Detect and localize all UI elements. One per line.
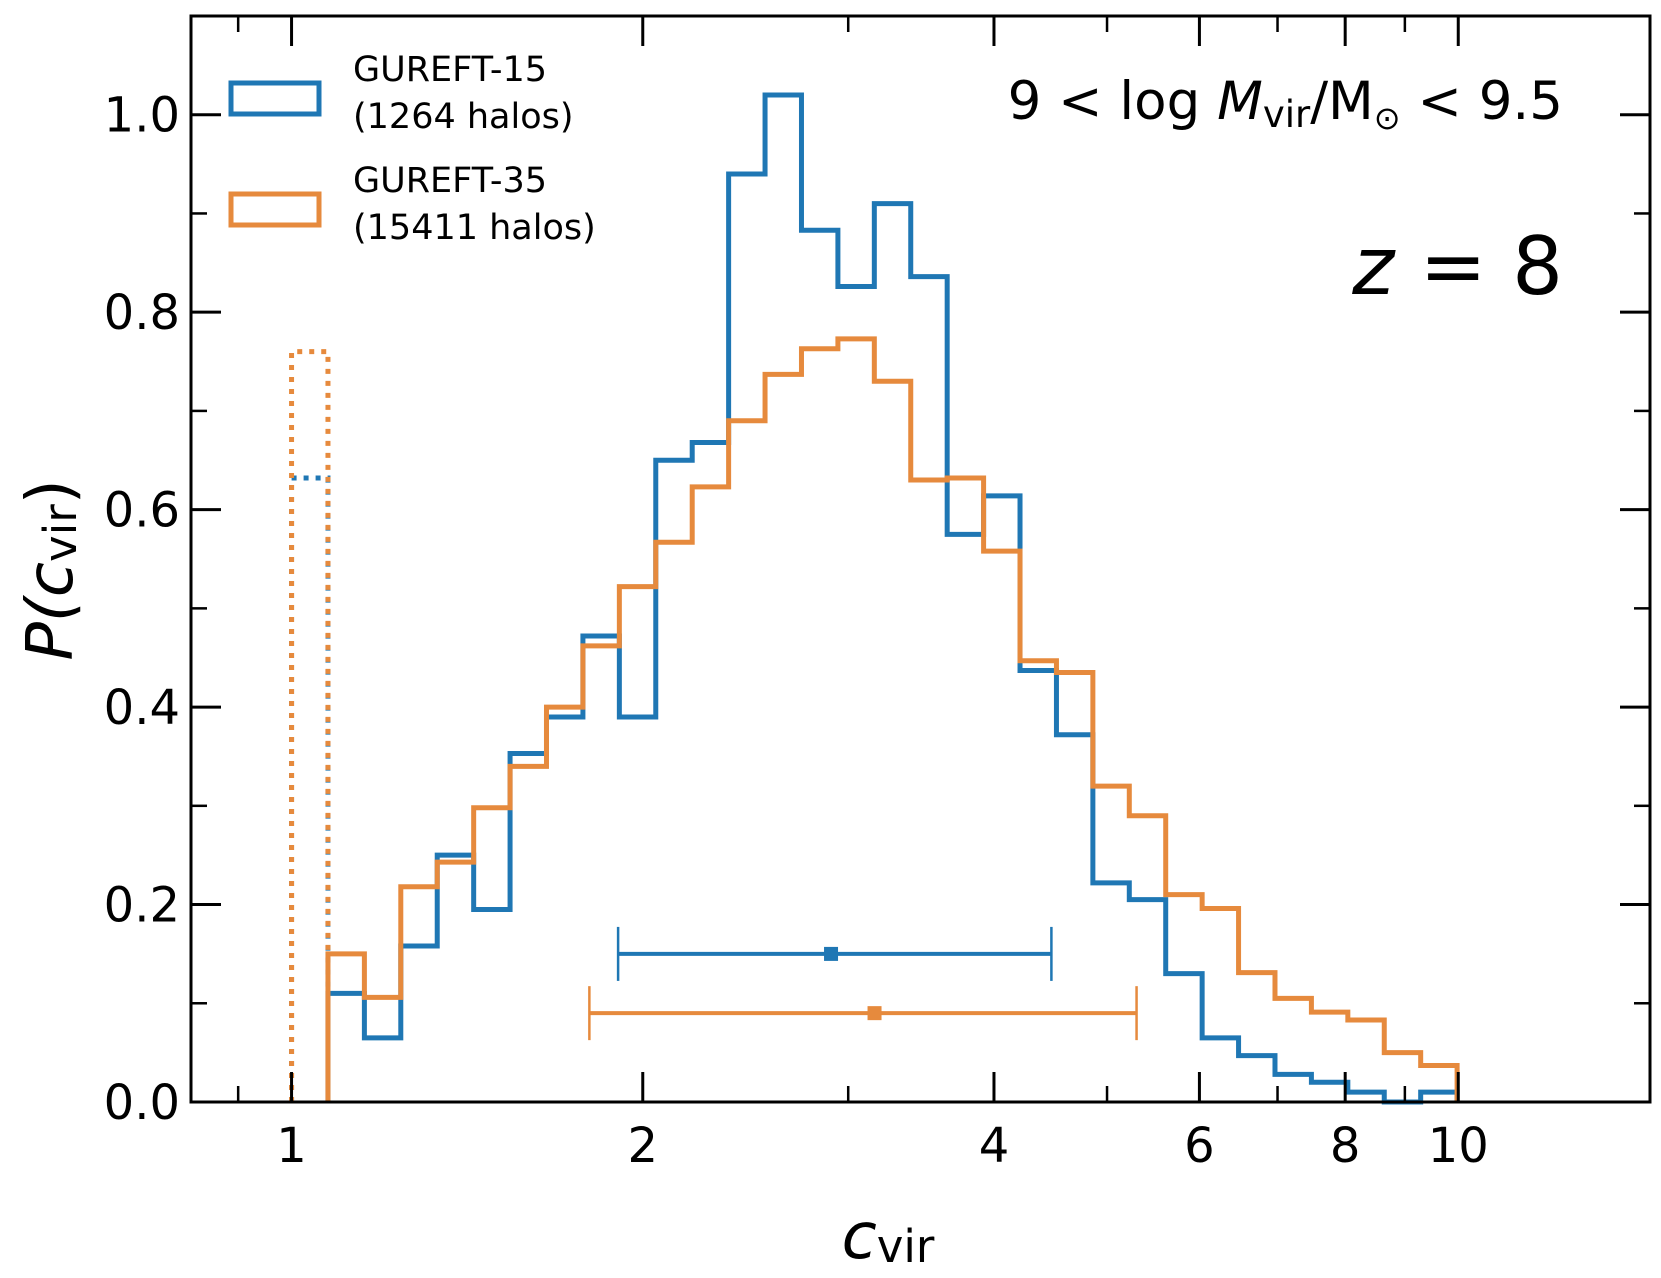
y-tick-label: 0.4 (104, 680, 180, 736)
legend-label-gureft-35: GUREFT-35 (353, 161, 547, 201)
series-layer (289, 92, 1460, 1105)
y-tick-label: 0.6 (104, 483, 180, 539)
redshift-annotation: z = 8 (1351, 220, 1563, 313)
y-tick-label: 0.2 (104, 878, 180, 934)
x-tick-label: 10 (1428, 1118, 1489, 1174)
mass-range-annotation: 9 < log Mvir/M⊙ < 9.5 (1008, 71, 1563, 137)
legend: GUREFT-15 (1264 halos) GUREFT-35 (15411 … (228, 50, 596, 248)
y-tick-label: 1.0 (104, 88, 180, 144)
x-tick-label: 1 (276, 1118, 307, 1174)
tick-layer: 0.0 0.2 0.4 0.6 0.8 1.0 1 2 4 6 8 10 (104, 14, 1650, 1174)
dotted-low-bin-1 (289, 349, 331, 1102)
y-tick-label: 0.8 (104, 285, 180, 341)
x-tick-label: 4 (979, 1118, 1010, 1174)
errorbar-marker-0 (824, 946, 839, 961)
errorbar-marker-1 (867, 1006, 882, 1021)
legend-label-gureft-15: GUREFT-15 (353, 50, 547, 90)
legend-swatch-gureft-15 (228, 80, 322, 117)
x-tick-label: 8 (1330, 1118, 1361, 1174)
x-tick-label: 2 (627, 1118, 658, 1174)
y-tick-label: 0.0 (104, 1075, 180, 1131)
dotted-low-bin-0 (289, 475, 331, 1102)
histogram-step-0 (325, 92, 1460, 1105)
histogram-step-1 (325, 336, 1460, 1102)
legend-count-gureft-35: (15411 halos) (353, 208, 596, 248)
legend-count-gureft-15: (1264 halos) (353, 97, 574, 137)
legend-swatch-gureft-35 (228, 191, 322, 228)
y-axis-label: P(cvir) (14, 479, 88, 660)
x-axis-label: cvir (842, 1200, 935, 1273)
plot-frame (189, 14, 1652, 1104)
x-tick-label: 6 (1184, 1118, 1215, 1174)
